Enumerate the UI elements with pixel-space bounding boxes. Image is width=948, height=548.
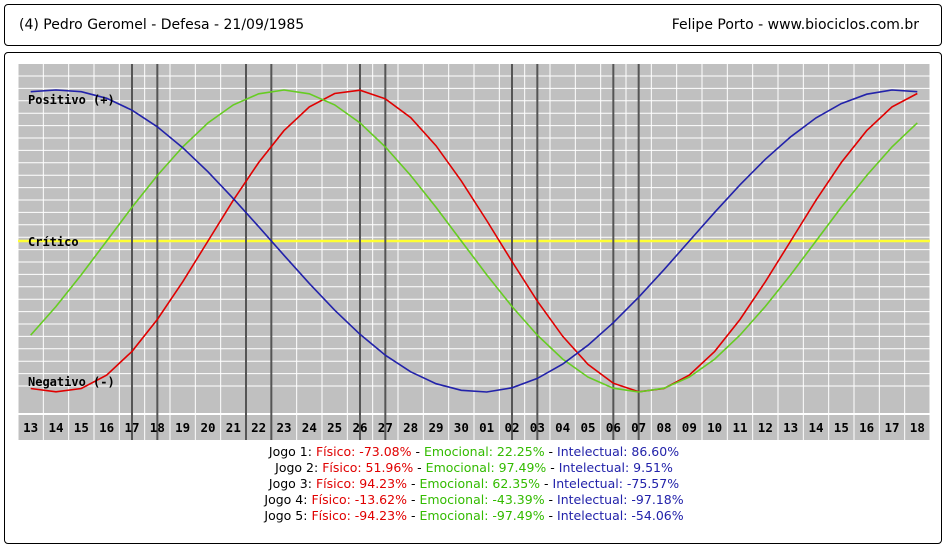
game-label: Jogo 5:: [264, 508, 308, 523]
x-tick-label: 07: [631, 420, 646, 435]
separator: -: [544, 508, 558, 523]
x-tick-label: 28: [403, 420, 418, 435]
x-tick-label: 15: [834, 420, 849, 435]
fisico-value: Físico: -94.23%: [311, 508, 407, 523]
game-label: Jogo 3:: [268, 476, 312, 491]
x-tick-label: 13: [783, 420, 798, 435]
author-site: Felipe Porto - www.biociclos.com.br: [671, 17, 919, 33]
separator: -: [413, 460, 426, 475]
x-tick-label: 30: [454, 420, 469, 435]
intelectual-value: Intelectual: 86.60%: [557, 444, 680, 459]
separator: -: [546, 460, 559, 475]
fisico-value: Físico: 51.96%: [322, 460, 414, 475]
x-tick-label: 08: [656, 420, 671, 435]
x-tick-label: 19: [175, 420, 190, 435]
x-tick-label: 20: [200, 420, 215, 435]
x-tick-label: 05: [580, 420, 595, 435]
x-tick-label: 16: [99, 420, 114, 435]
x-tick-label: 14: [48, 420, 63, 435]
x-tick-label: 10: [707, 420, 722, 435]
emocional-value: Emocional: 97.49%: [425, 460, 547, 475]
x-tick-label: 23: [276, 420, 291, 435]
game-label: Jogo 1:: [268, 444, 312, 459]
x-tick-label: 25: [327, 420, 342, 435]
separator: -: [544, 492, 558, 507]
x-tick-label: 24: [302, 420, 317, 435]
x-tick-label: 17: [124, 420, 139, 435]
level-label-positive: Positivo (+): [28, 93, 115, 107]
intelectual-value: Intelectual: 9.51%: [558, 460, 673, 475]
x-tick-label: 29: [428, 420, 443, 435]
separator: -: [540, 476, 553, 491]
series-line-intelectual: [30, 89, 918, 393]
header-box: (4) Pedro Geromel - Defesa - 21/09/1985 …: [4, 4, 942, 46]
x-tick-label: 02: [504, 420, 519, 435]
x-tick-label: 11: [732, 420, 747, 435]
series-line-físico: [30, 89, 918, 393]
game-line-5: Jogo 5: Físico: -94.23% - Emocional: -97…: [0, 508, 948, 524]
emocional-value: Emocional: 22.25%: [423, 444, 545, 459]
x-tick-label: 03: [530, 420, 545, 435]
separator: -: [406, 476, 420, 491]
x-tick-label: 12: [758, 420, 773, 435]
fisico-value: Físico: 94.23%: [315, 476, 407, 491]
game-line-2: Jogo 2: Físico: 51.96% - Emocional: 97.4…: [0, 460, 948, 476]
x-tick-label: 27: [378, 420, 393, 435]
level-label-critical: Crítico: [28, 235, 79, 249]
intelectual-value: Intelectual: -97.18%: [557, 492, 684, 507]
x-tick-label: 21: [226, 420, 241, 435]
game-summary: Jogo 1: Físico: -73.08% - Emocional: 22.…: [0, 444, 948, 524]
series-line-emocional: [30, 89, 918, 393]
emocional-value: Emocional: -97.49%: [419, 508, 545, 523]
x-tick-label: 16: [859, 420, 874, 435]
x-tick-label: 04: [555, 420, 570, 435]
fisico-value: Físico: -13.62%: [311, 492, 407, 507]
intelectual-value: Intelectual: -54.06%: [557, 508, 684, 523]
x-tick-label: 17: [884, 420, 899, 435]
game-line-4: Jogo 4: Físico: -13.62% - Emocional: -43…: [0, 492, 948, 508]
x-tick-label: 26: [352, 420, 367, 435]
separator: -: [411, 444, 424, 459]
intelectual-value: Intelectual: -75.57%: [552, 476, 680, 491]
x-tick-label: 09: [682, 420, 697, 435]
game-line-3: Jogo 3: Físico: 94.23% - Emocional: 62.3…: [0, 476, 948, 492]
x-tick-label: 18: [150, 420, 165, 435]
game-label: Jogo 4:: [264, 492, 308, 507]
separator: -: [406, 492, 420, 507]
game-label: Jogo 2:: [275, 460, 319, 475]
separator: -: [406, 508, 420, 523]
x-tick-label: 13: [23, 420, 38, 435]
level-label-negative: Negativo (-): [28, 375, 115, 389]
x-tick-label: 22: [251, 420, 266, 435]
fisico-value: Físico: -73.08%: [315, 444, 412, 459]
separator: -: [544, 444, 558, 459]
x-tick-label: 14: [808, 420, 823, 435]
x-tick-label: 06: [606, 420, 621, 435]
game-line-1: Jogo 1: Físico: -73.08% - Emocional: 22.…: [0, 444, 948, 460]
subject-title: (4) Pedro Geromel - Defesa - 21/09/1985: [19, 17, 305, 33]
x-tick-label: 18: [910, 420, 925, 435]
emocional-value: Emocional: 62.35%: [419, 476, 541, 491]
x-tick-label: 15: [74, 420, 89, 435]
emocional-value: Emocional: -43.39%: [419, 492, 545, 507]
x-tick-label: 01: [479, 420, 494, 435]
